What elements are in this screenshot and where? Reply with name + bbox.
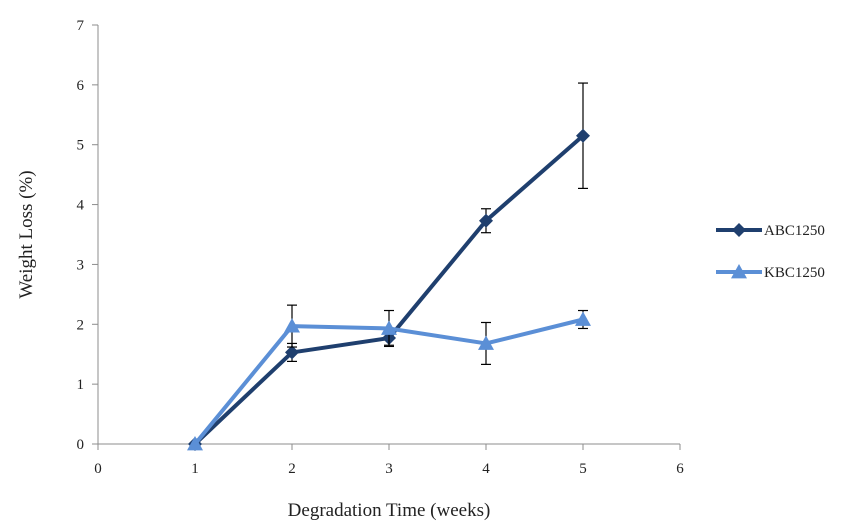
x-tick-label: 0 (94, 461, 102, 477)
data-point (381, 320, 397, 335)
y-tick-label: 2 (77, 317, 85, 333)
y-tick-label: 6 (77, 78, 85, 94)
data-point (478, 335, 494, 350)
series (187, 82, 591, 451)
x-axis-title: Degradation Time (weeks) (288, 500, 491, 521)
data-point (576, 128, 590, 143)
series-line (193, 134, 585, 446)
data-point (479, 213, 493, 228)
y-tick-label: 1 (77, 377, 85, 393)
data-point (285, 345, 299, 360)
legend-label: ABC1250 (764, 223, 825, 239)
legend-item: KBC1250 (716, 264, 825, 281)
legend: ABC1250 KBC1250 (716, 223, 825, 281)
x-tick-label: 4 (482, 461, 490, 477)
x-tick-label: 3 (385, 461, 393, 477)
y-tick-label: 0 (77, 437, 85, 453)
legend-marker (731, 264, 747, 279)
x-tick-label: 6 (676, 461, 684, 477)
y-tick-label: 7 (77, 18, 85, 34)
y-tick-label: 4 (77, 198, 85, 214)
y-axis-title: Weight Loss (%) (16, 170, 37, 298)
y-tick-label: 5 (77, 138, 85, 154)
data-point (187, 436, 203, 451)
x-tick-label: 1 (191, 461, 199, 477)
legend-item: ABC1250 (716, 223, 825, 239)
ticks: 0 1 2 3 4 5 6 7 0 1 2 3 4 5 6 (77, 18, 685, 477)
data-point (575, 311, 591, 326)
legend-marker (732, 223, 746, 237)
y-tick-label: 3 (77, 257, 85, 273)
series-KBC1250 (187, 304, 591, 451)
series-ABC1250 (188, 82, 590, 451)
data-point (284, 318, 300, 333)
legend-label: KBC1250 (764, 265, 825, 281)
x-tick-label: 5 (579, 461, 587, 477)
x-tick-label: 2 (288, 461, 296, 477)
axes (97, 25, 680, 445)
